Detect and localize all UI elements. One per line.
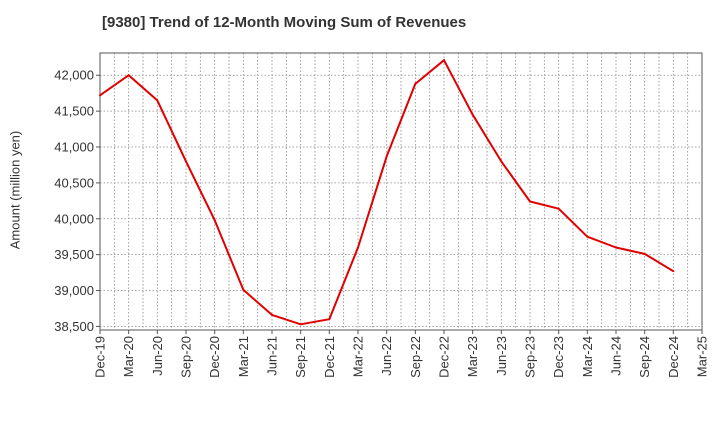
y-tick-label: 40,000: [54, 211, 94, 226]
x-tick-label: Dec-23: [551, 336, 566, 378]
data-point: [615, 246, 617, 249]
x-tick-label: Sep-20: [179, 336, 194, 378]
x-tick-label: Jun-24: [609, 336, 624, 376]
y-tick-label: 39,000: [54, 283, 94, 298]
data-point: [242, 288, 245, 291]
x-tick-label: Sep-22: [408, 336, 423, 378]
x-tick-label: Sep-23: [523, 336, 538, 378]
data-point: [672, 270, 675, 273]
data-point: [557, 207, 560, 210]
x-tick-label: Dec-22: [437, 336, 452, 378]
x-tick-label: Jun-21: [265, 336, 280, 376]
x-tick-label: Jun-22: [379, 336, 394, 376]
x-tick-label: Mar-23: [465, 336, 480, 377]
data-point: [156, 99, 159, 102]
x-tick-label: Mar-24: [580, 336, 595, 377]
y-tick-label: 39,500: [54, 247, 94, 262]
data-point: [471, 113, 474, 116]
x-tick-label: Jun-23: [494, 336, 509, 376]
data-point: [357, 246, 359, 249]
data-point: [385, 155, 388, 158]
data-point: [443, 59, 445, 62]
data-point: [99, 94, 101, 97]
x-tick-label: Jun-20: [150, 336, 165, 376]
data-point: [213, 219, 216, 222]
data-point: [271, 313, 273, 316]
grid-lines: [99, 53, 703, 330]
y-tick-label: 38,500: [54, 319, 94, 334]
data-point: [643, 252, 646, 255]
data-point: [500, 160, 503, 163]
x-tick-label: Dec-20: [207, 336, 222, 378]
data-point: [127, 74, 130, 77]
y-tick-label: 40,500: [54, 175, 94, 190]
x-tick-label: Dec-21: [322, 336, 337, 378]
series-group: [99, 59, 675, 326]
data-point: [586, 235, 589, 238]
x-tick-label: Mar-22: [351, 336, 366, 377]
x-tick-label: Dec-24: [666, 336, 681, 378]
x-axis-ticks: Dec-19 Mar-20 Jun-20 Sep-20 Dec-20 Mar-21 Jun-…: [93, 330, 710, 378]
data-point: [414, 82, 417, 85]
x-tick-label: Dec-19: [93, 336, 108, 378]
y-tick-label: 42,000: [54, 68, 94, 83]
chart-title: [9380] Trend of 12-Month Moving Sum of R…: [102, 14, 467, 31]
data-point: [529, 200, 531, 203]
data-point: [328, 318, 331, 321]
x-tick-label: Mar-21: [236, 336, 251, 377]
data-point: [299, 323, 302, 326]
y-tick-label: 41,000: [54, 140, 94, 155]
plot-area: [99, 52, 703, 331]
x-tick-label: Sep-21: [293, 336, 308, 378]
y-axis-ticks: 38,500 39,000 39,500 40,000 40,500 41,000 41,5…: [54, 68, 100, 334]
x-tick-label: Mar-20: [121, 336, 136, 377]
y-tick-label: 41,500: [54, 104, 94, 119]
x-tick-label: Sep-24: [637, 336, 652, 378]
data-point: [185, 160, 187, 163]
x-tick-label: Mar-25: [695, 336, 710, 377]
